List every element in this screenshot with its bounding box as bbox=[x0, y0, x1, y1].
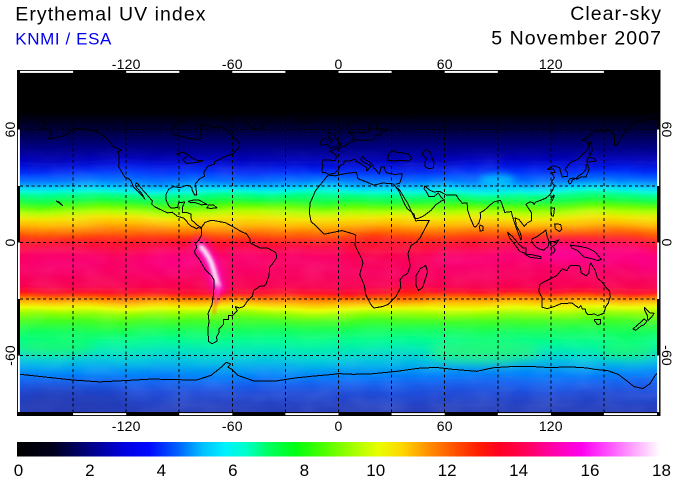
svg-text:0: 0 bbox=[335, 418, 343, 434]
svg-text:120: 120 bbox=[539, 56, 563, 72]
svg-text:2: 2 bbox=[85, 461, 94, 480]
svg-text:60: 60 bbox=[659, 122, 675, 138]
svg-text:60: 60 bbox=[437, 418, 453, 434]
svg-text:12: 12 bbox=[438, 461, 457, 480]
svg-text:-120: -120 bbox=[112, 56, 141, 72]
svg-text:60: 60 bbox=[437, 56, 453, 72]
svg-text:14: 14 bbox=[509, 461, 528, 480]
svg-text:18: 18 bbox=[652, 461, 671, 480]
svg-text:16: 16 bbox=[581, 461, 600, 480]
svg-text:5 November 2007: 5 November 2007 bbox=[491, 27, 662, 49]
svg-text:0: 0 bbox=[14, 461, 23, 480]
svg-text:120: 120 bbox=[539, 418, 563, 434]
svg-text:0: 0 bbox=[335, 56, 343, 72]
svg-text:-120: -120 bbox=[112, 418, 141, 434]
svg-text:60: 60 bbox=[2, 122, 18, 138]
svg-text:Erythemal UV index: Erythemal UV index bbox=[15, 3, 206, 25]
svg-text:Clear-sky: Clear-sky bbox=[570, 3, 662, 25]
svg-text:-60: -60 bbox=[222, 418, 243, 434]
svg-text:0: 0 bbox=[2, 239, 18, 247]
svg-text:KNMI / ESA: KNMI / ESA bbox=[15, 30, 112, 49]
svg-text:0: 0 bbox=[659, 239, 675, 247]
svg-text:-60: -60 bbox=[2, 345, 18, 366]
svg-text:-60: -60 bbox=[659, 345, 675, 366]
svg-text:6: 6 bbox=[228, 461, 237, 480]
svg-text:-60: -60 bbox=[222, 56, 243, 72]
svg-text:10: 10 bbox=[366, 461, 385, 480]
svg-text:8: 8 bbox=[300, 461, 309, 480]
svg-text:4: 4 bbox=[157, 461, 166, 480]
